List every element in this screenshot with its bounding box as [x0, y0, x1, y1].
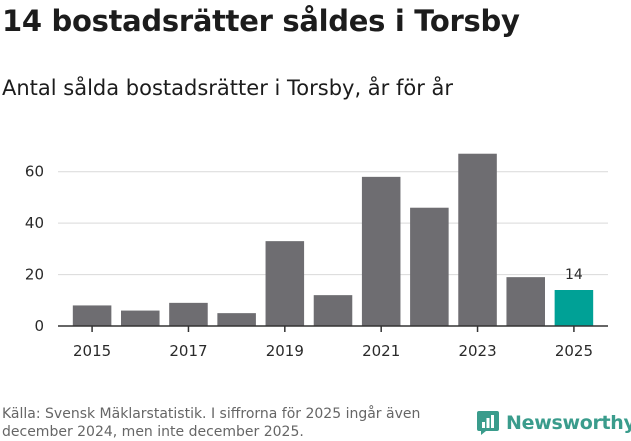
x-tick-label: 2025	[555, 342, 593, 360]
newsworthy-logo-icon	[477, 411, 499, 435]
bar-2022	[410, 207, 449, 326]
data-label-2025: 14	[565, 267, 583, 283]
x-tick-label: 2015	[73, 342, 111, 360]
bar-2023	[458, 153, 497, 326]
x-tick-label: 2023	[458, 342, 496, 360]
bar-2015	[72, 305, 112, 326]
bar-2024	[506, 277, 545, 326]
labels: 0 20 40 60 2015 2017 2019 2021 2023 2025 14	[25, 163, 593, 360]
grid-lines	[58, 171, 608, 276]
x-tick-label: 2017	[169, 342, 207, 360]
bar-chart: 0 20 40 60 2015 2017 2019 2021 2023 2025 14	[25, 153, 608, 360]
bar-2020	[313, 295, 353, 326]
bar-2019	[265, 241, 305, 326]
x-tick-label: 2021	[362, 342, 400, 360]
y-tick-label: 40	[25, 214, 44, 232]
axes	[58, 325, 608, 332]
y-tick-label: 0	[34, 317, 44, 335]
brand-name: Newsworthy	[506, 412, 631, 434]
chart-title: 14 bostadsrätter såldes i Torsby	[2, 4, 520, 38]
x-tick-label: 2019	[266, 342, 304, 360]
y-tick-label: 60	[25, 163, 44, 181]
newsworthy-logo[interactable]: Newsworthy	[476, 409, 631, 437]
bars	[72, 153, 594, 326]
y-tick-label: 20	[25, 266, 44, 284]
chart-subtitle: Antal sålda bostadsrätter i Torsby, år f…	[2, 76, 454, 100]
bar-2025	[554, 290, 594, 326]
bar-2017	[169, 302, 208, 326]
bar-2016	[121, 310, 160, 326]
bar-2021	[361, 176, 401, 326]
source-note: Källa: Svensk Mäklarstatistik. I siffror…	[2, 406, 421, 440]
bar-2018	[217, 313, 256, 326]
